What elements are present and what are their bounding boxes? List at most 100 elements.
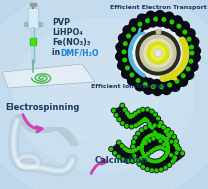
Circle shape bbox=[128, 68, 137, 77]
Circle shape bbox=[114, 113, 119, 117]
Circle shape bbox=[152, 147, 156, 152]
Circle shape bbox=[156, 18, 165, 27]
Circle shape bbox=[137, 122, 140, 125]
Circle shape bbox=[143, 155, 146, 157]
Circle shape bbox=[122, 158, 124, 161]
Circle shape bbox=[163, 79, 172, 88]
Circle shape bbox=[156, 116, 160, 121]
Circle shape bbox=[143, 141, 148, 145]
Polygon shape bbox=[131, 151, 134, 161]
Circle shape bbox=[130, 159, 135, 163]
Circle shape bbox=[161, 136, 164, 139]
Circle shape bbox=[145, 135, 149, 140]
Circle shape bbox=[184, 58, 193, 67]
Circle shape bbox=[113, 151, 117, 155]
Circle shape bbox=[143, 138, 146, 141]
Circle shape bbox=[131, 149, 135, 153]
Circle shape bbox=[134, 112, 137, 115]
Circle shape bbox=[166, 128, 170, 132]
Circle shape bbox=[128, 114, 130, 117]
Polygon shape bbox=[160, 134, 169, 143]
Circle shape bbox=[175, 144, 179, 148]
Polygon shape bbox=[115, 108, 125, 115]
Polygon shape bbox=[156, 138, 159, 148]
Circle shape bbox=[136, 31, 180, 75]
Polygon shape bbox=[137, 155, 145, 162]
Circle shape bbox=[186, 33, 195, 42]
Circle shape bbox=[142, 119, 145, 122]
Circle shape bbox=[124, 32, 133, 40]
Circle shape bbox=[148, 139, 151, 142]
Circle shape bbox=[159, 146, 162, 149]
Polygon shape bbox=[162, 158, 169, 166]
Polygon shape bbox=[154, 125, 163, 132]
Circle shape bbox=[150, 126, 154, 130]
Circle shape bbox=[140, 145, 144, 150]
Circle shape bbox=[128, 114, 132, 119]
Circle shape bbox=[136, 109, 141, 114]
Circle shape bbox=[142, 141, 145, 143]
Circle shape bbox=[171, 82, 180, 91]
Circle shape bbox=[182, 60, 191, 69]
Circle shape bbox=[162, 18, 166, 21]
Circle shape bbox=[166, 132, 170, 136]
Circle shape bbox=[159, 15, 168, 24]
Polygon shape bbox=[156, 129, 166, 137]
Polygon shape bbox=[136, 113, 143, 122]
Polygon shape bbox=[128, 151, 131, 161]
Circle shape bbox=[130, 150, 132, 153]
Circle shape bbox=[153, 133, 156, 136]
Circle shape bbox=[120, 145, 123, 147]
Circle shape bbox=[180, 22, 189, 31]
Polygon shape bbox=[164, 136, 171, 145]
Polygon shape bbox=[149, 116, 158, 124]
Polygon shape bbox=[133, 115, 140, 124]
Circle shape bbox=[179, 71, 188, 80]
Circle shape bbox=[128, 115, 132, 119]
Circle shape bbox=[140, 146, 143, 149]
Circle shape bbox=[117, 117, 121, 122]
Polygon shape bbox=[165, 156, 173, 163]
Circle shape bbox=[158, 139, 163, 143]
Bar bbox=[29, 9, 37, 27]
Circle shape bbox=[150, 168, 154, 172]
Circle shape bbox=[109, 147, 113, 151]
Polygon shape bbox=[133, 150, 142, 154]
Circle shape bbox=[146, 119, 149, 122]
Circle shape bbox=[132, 28, 135, 31]
Polygon shape bbox=[18, 117, 26, 118]
Circle shape bbox=[187, 43, 196, 52]
Polygon shape bbox=[161, 159, 167, 167]
Circle shape bbox=[138, 22, 142, 26]
Polygon shape bbox=[131, 116, 137, 125]
Circle shape bbox=[137, 14, 146, 23]
Circle shape bbox=[181, 72, 190, 81]
Circle shape bbox=[162, 157, 165, 160]
Circle shape bbox=[123, 63, 132, 72]
Circle shape bbox=[119, 57, 128, 66]
Circle shape bbox=[144, 85, 153, 94]
Bar bbox=[28, 8, 38, 28]
Circle shape bbox=[136, 131, 140, 136]
Polygon shape bbox=[137, 148, 144, 157]
Circle shape bbox=[145, 78, 154, 87]
Circle shape bbox=[158, 121, 163, 125]
Text: Electrospinning: Electrospinning bbox=[5, 103, 79, 112]
Polygon shape bbox=[150, 126, 154, 135]
Polygon shape bbox=[138, 156, 146, 164]
Circle shape bbox=[153, 148, 155, 151]
Circle shape bbox=[137, 110, 140, 113]
Circle shape bbox=[158, 125, 161, 127]
Circle shape bbox=[164, 139, 168, 143]
Polygon shape bbox=[127, 116, 131, 126]
Circle shape bbox=[165, 151, 169, 156]
Circle shape bbox=[134, 76, 142, 85]
Circle shape bbox=[172, 135, 176, 139]
Circle shape bbox=[145, 119, 150, 123]
Circle shape bbox=[151, 126, 154, 129]
Polygon shape bbox=[139, 147, 146, 156]
Circle shape bbox=[150, 110, 153, 113]
Circle shape bbox=[126, 149, 128, 152]
Circle shape bbox=[183, 37, 192, 46]
Circle shape bbox=[122, 53, 131, 63]
